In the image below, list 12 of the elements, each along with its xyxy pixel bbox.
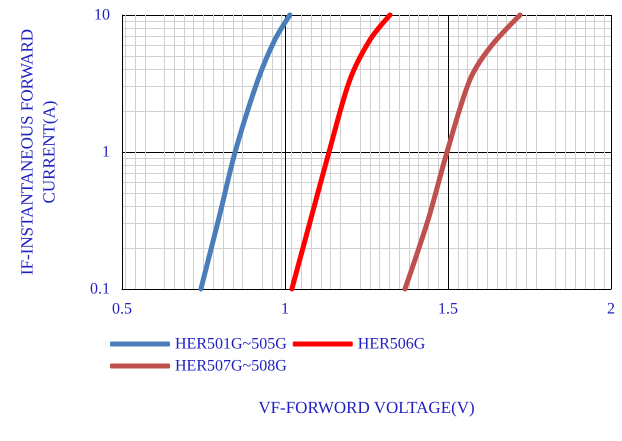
- y-tick-label: 1: [102, 144, 110, 160]
- x-tick-label: 0.5: [112, 300, 132, 318]
- legend-label: HER501G~505G: [175, 336, 288, 352]
- legend-label: HER506G: [358, 336, 426, 352]
- x-axis-title: VF-FORWORD VOLTAGE(V): [258, 398, 475, 417]
- legend-label: HER507G~508G: [175, 358, 288, 374]
- x-tick-label: 1.5: [438, 300, 458, 318]
- x-tick-label: 1: [281, 300, 289, 318]
- y-tick-label: 10: [94, 6, 110, 24]
- x-tick-label: 2: [607, 300, 615, 318]
- y-axis-title: IF-INSTANTANEOUS FORWARD CURRENT(A): [18, 28, 58, 276]
- y-tick-label: 0.1: [90, 280, 110, 298]
